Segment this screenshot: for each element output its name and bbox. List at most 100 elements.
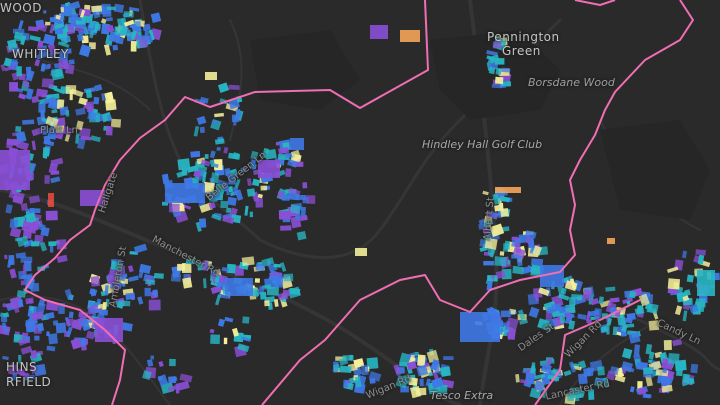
building xyxy=(578,360,587,370)
building xyxy=(168,376,177,384)
building xyxy=(5,204,13,214)
building xyxy=(280,225,292,231)
building xyxy=(29,35,41,42)
building xyxy=(118,300,131,307)
building xyxy=(25,88,34,100)
building xyxy=(540,363,552,374)
building xyxy=(661,384,673,393)
place-label-elmfield-line1: HINS xyxy=(6,360,38,374)
building xyxy=(78,127,91,138)
building xyxy=(668,353,680,365)
building xyxy=(551,303,563,314)
building xyxy=(64,133,71,142)
building xyxy=(70,88,84,98)
building xyxy=(199,96,209,104)
building xyxy=(432,370,440,381)
building xyxy=(227,196,237,206)
building xyxy=(514,242,522,254)
building xyxy=(31,127,45,137)
building xyxy=(615,331,622,336)
building xyxy=(547,307,554,314)
building-large xyxy=(48,193,54,207)
building xyxy=(240,167,247,173)
building xyxy=(642,394,652,398)
building xyxy=(430,377,444,389)
building xyxy=(216,147,221,151)
building xyxy=(532,245,542,256)
building xyxy=(54,125,65,133)
building xyxy=(6,303,17,309)
building xyxy=(125,292,136,300)
building xyxy=(257,193,263,199)
building xyxy=(603,377,610,388)
building xyxy=(182,277,193,289)
building xyxy=(410,385,422,399)
building xyxy=(281,195,290,201)
building xyxy=(208,202,216,210)
building xyxy=(196,115,207,126)
building xyxy=(430,359,440,371)
building xyxy=(123,11,134,18)
building xyxy=(569,297,576,306)
building xyxy=(148,299,161,311)
building xyxy=(22,119,35,125)
building xyxy=(13,47,21,56)
building xyxy=(50,176,61,184)
building xyxy=(121,322,133,332)
building xyxy=(123,19,135,27)
building xyxy=(72,16,82,21)
building xyxy=(232,327,239,337)
building-large xyxy=(225,278,253,296)
building xyxy=(232,152,240,160)
building xyxy=(629,386,635,393)
building xyxy=(59,50,69,61)
building xyxy=(3,57,12,68)
building xyxy=(688,303,699,314)
building xyxy=(7,376,14,382)
building xyxy=(22,273,35,286)
building xyxy=(169,358,176,367)
building xyxy=(176,170,186,178)
building xyxy=(90,135,101,143)
building xyxy=(598,296,604,305)
building xyxy=(78,44,92,58)
building xyxy=(0,316,8,323)
building xyxy=(662,368,668,374)
building xyxy=(237,343,250,353)
building xyxy=(333,363,341,372)
building xyxy=(657,375,662,384)
building xyxy=(62,126,73,136)
building xyxy=(185,258,195,265)
building xyxy=(296,195,307,200)
building xyxy=(162,201,168,206)
building xyxy=(25,69,35,82)
building xyxy=(606,370,617,381)
building xyxy=(103,43,112,56)
building xyxy=(41,78,54,88)
building xyxy=(204,154,209,159)
building xyxy=(224,316,234,323)
building xyxy=(438,384,448,394)
building xyxy=(283,273,294,282)
building xyxy=(12,191,25,205)
building xyxy=(500,310,511,318)
building xyxy=(56,254,68,264)
building xyxy=(647,303,659,315)
building xyxy=(113,3,125,13)
building xyxy=(222,215,235,225)
building xyxy=(672,338,683,347)
building xyxy=(150,12,162,23)
building xyxy=(220,200,229,209)
building xyxy=(530,267,541,276)
building xyxy=(45,116,59,128)
building xyxy=(209,150,216,159)
building xyxy=(484,237,498,250)
building xyxy=(133,243,148,254)
building xyxy=(7,363,17,376)
building xyxy=(587,389,595,400)
building xyxy=(296,230,307,241)
building xyxy=(224,167,231,177)
building xyxy=(551,370,556,381)
building-large xyxy=(205,72,217,80)
